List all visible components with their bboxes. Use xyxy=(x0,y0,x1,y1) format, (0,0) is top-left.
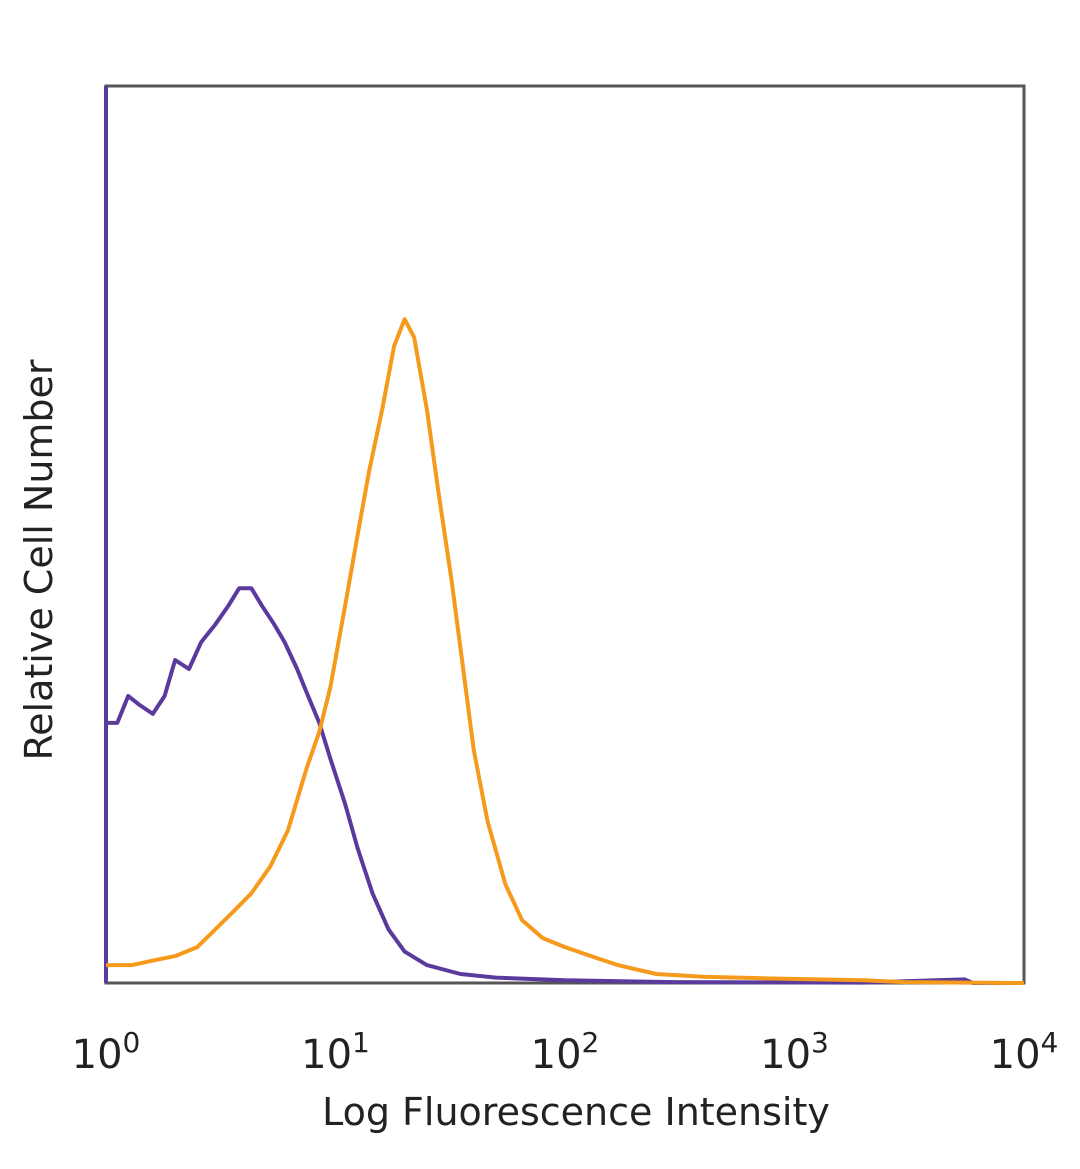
x-tick-label: 104 xyxy=(990,1026,1059,1078)
plot-frame xyxy=(104,84,1026,985)
x-tick-labels: 100 101 102 103 104 xyxy=(72,1026,1059,1078)
x-tick-label: 103 xyxy=(760,1026,829,1078)
x-axis-label: Log Fluorescence Intensity xyxy=(322,1090,830,1134)
histogram-series-2 xyxy=(106,317,1025,985)
y-axis-label: Relative Cell Number xyxy=(17,359,61,760)
histogram-series-1 xyxy=(106,586,1024,985)
x-tick-label: 102 xyxy=(531,1026,600,1078)
series-layer xyxy=(106,317,1025,985)
x-tick-label: 100 xyxy=(72,1026,141,1078)
x-tick-label: 101 xyxy=(301,1026,370,1078)
